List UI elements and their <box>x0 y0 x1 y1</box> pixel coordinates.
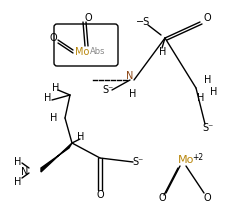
Text: O: O <box>49 33 57 43</box>
Text: O: O <box>158 193 166 203</box>
Text: H: H <box>50 113 58 123</box>
Text: Mo: Mo <box>178 155 194 165</box>
Text: H: H <box>197 93 205 103</box>
Text: S⁻: S⁻ <box>102 85 114 95</box>
Text: O: O <box>84 13 92 23</box>
Text: H: H <box>159 47 167 57</box>
Text: O: O <box>203 193 211 203</box>
Text: O: O <box>96 190 104 200</box>
Text: Mo: Mo <box>75 47 89 57</box>
Text: H: H <box>210 87 218 97</box>
Text: H: H <box>204 75 212 85</box>
Text: S⁻: S⁻ <box>202 123 214 133</box>
Text: S⁻: S⁻ <box>132 157 144 167</box>
Text: H: H <box>14 157 22 167</box>
Text: H: H <box>129 89 137 99</box>
Text: O: O <box>203 13 211 23</box>
Text: H: H <box>44 93 52 103</box>
Text: Abs: Abs <box>90 46 106 55</box>
Text: −S: −S <box>136 17 150 27</box>
Text: +2: +2 <box>192 153 203 162</box>
Text: H: H <box>77 132 85 142</box>
Text: H: H <box>52 83 60 93</box>
Polygon shape <box>41 143 72 172</box>
Text: N: N <box>21 167 29 177</box>
Text: H: H <box>14 177 22 187</box>
Text: N: N <box>126 71 134 81</box>
